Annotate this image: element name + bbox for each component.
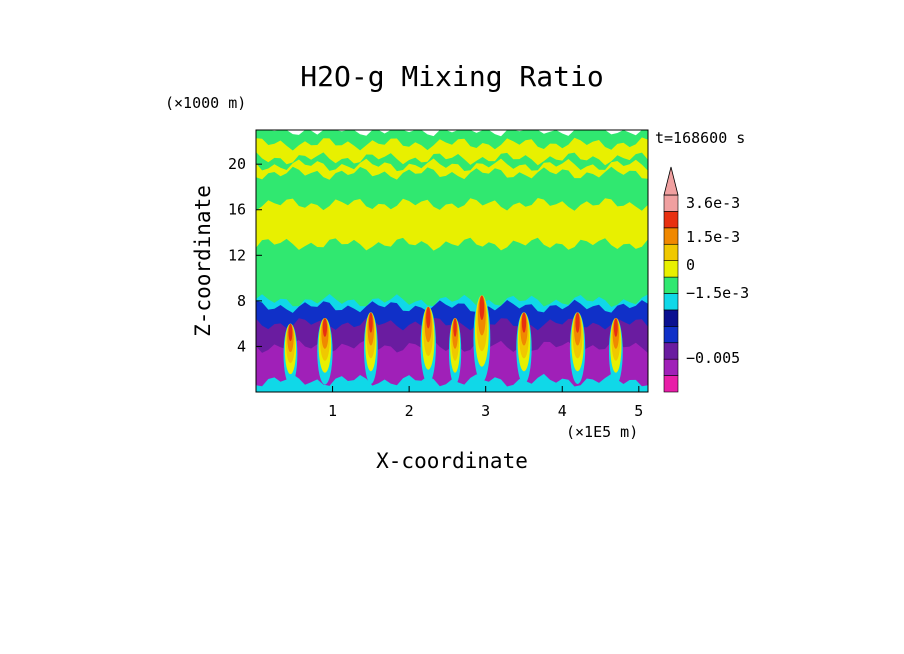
y-tick-label: 12 xyxy=(228,246,246,264)
x-tick-label: 5 xyxy=(634,402,643,420)
colorbar-swatch xyxy=(663,342,679,360)
plot-frame xyxy=(255,129,649,393)
y-tick-label: 20 xyxy=(228,155,246,173)
y-tick-label: 8 xyxy=(237,292,246,310)
x-tick-label: 3 xyxy=(481,402,490,420)
colorbar-swatch xyxy=(663,375,679,393)
y-axis-label: Z-coordinate xyxy=(191,185,215,337)
x-unit-label: (×1E5 m) xyxy=(566,423,638,441)
y-tick-label: 4 xyxy=(237,337,246,355)
colorbar-tick-label: −0.005 xyxy=(686,349,740,367)
y-unit-label: (×1000 m) xyxy=(165,94,246,112)
x-axis-label: X-coordinate xyxy=(376,449,528,473)
colorbar-swatch xyxy=(663,358,679,376)
plume-contour xyxy=(368,312,373,333)
y-tick-label: 16 xyxy=(228,201,246,219)
plume-contour xyxy=(288,323,293,342)
x-tick-label: 2 xyxy=(405,402,414,420)
colorbar-swatch xyxy=(663,293,679,311)
plume-contour xyxy=(521,312,527,333)
colorbar: 3.6e-3 1.5e-3 0 −1.5e-3 −0.005 xyxy=(663,166,749,393)
colorbar-swatch xyxy=(663,309,679,327)
plume-contour xyxy=(453,318,457,337)
contour-layer xyxy=(256,373,648,392)
plume-contour xyxy=(613,318,618,337)
x-tick-label: 1 xyxy=(328,402,337,420)
colorbar-swatch xyxy=(663,326,679,344)
chart-title: H2O-g Mixing Ratio xyxy=(300,60,603,93)
plume-contour xyxy=(575,312,580,333)
colorbar-swatch xyxy=(663,243,679,261)
colorbar-swatch xyxy=(663,227,679,245)
colorbar-extend-arrow xyxy=(663,166,679,196)
x-axis: 1 2 3 4 5 xyxy=(328,386,643,420)
plume-contour xyxy=(479,295,485,320)
colorbar-swatch xyxy=(663,194,679,212)
plume-contour xyxy=(322,318,328,337)
colorbar-tick-label: 3.6e-3 xyxy=(686,194,740,212)
y-axis: 4 8 12 16 20 xyxy=(228,155,262,355)
colorbar-tick-label: 0 xyxy=(686,256,695,274)
colorbar-tick-label: 1.5e-3 xyxy=(686,228,740,246)
x-tick-label: 4 xyxy=(558,402,567,420)
colorbar-swatch xyxy=(663,276,679,294)
colorbar-swatch xyxy=(663,260,679,278)
time-label: t=168600 s xyxy=(655,129,745,147)
plot-area xyxy=(256,130,648,392)
colorbar-tick-label: −1.5e-3 xyxy=(686,284,749,302)
plume-contour xyxy=(426,306,431,329)
colorbar-swatch xyxy=(663,211,679,229)
